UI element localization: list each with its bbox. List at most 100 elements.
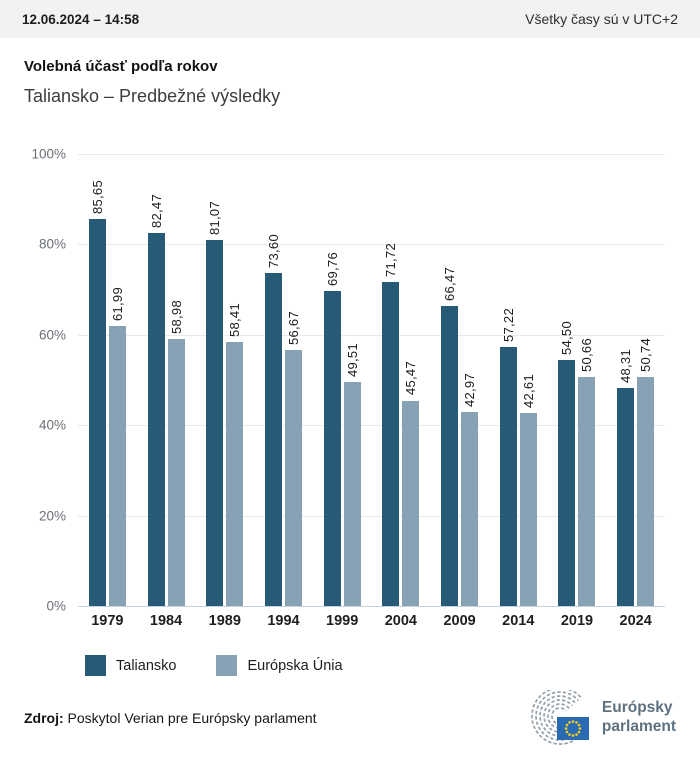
bar-col: 81,07 [206,200,224,606]
bar-value-label: 49,51 [344,343,360,378]
bar-group-1994: 73,60 56,67 [254,234,313,606]
legend-item: Európska Únia [216,655,343,676]
bar-value-label: 45,47 [403,361,419,396]
gridline [78,425,665,427]
bar-col: 58,98 [167,300,185,606]
timezone-note: Všetky časy sú v UTC+2 [525,11,678,27]
bar-taliansko-1979 [88,218,106,606]
y-axis-tick: 20% [38,508,66,524]
bar-group-2004: 71,72 45,47 [372,243,431,606]
bar-col: 69,76 [323,252,341,606]
footer: Zdroj: Poskytol Verian pre Európsky parl… [0,690,700,746]
bar-group-2024: 48,31 50,74 [606,338,665,606]
page-title: Volebná účasť podľa rokov [24,58,218,75]
chart: 100% 80% 60% 40% 20% 0% 85,65 61,99 82,47 58,98 81… [24,147,676,629]
bar-eur-pska-nia-2009 [461,411,479,606]
datetime-text: 12.06.2024 – 14:58 [22,11,140,27]
bar-group-2014: 57,22 42,61 [489,308,548,606]
bar-value-label: 58,98 [168,300,184,335]
bar-taliansko-2024 [617,387,635,606]
bar-col: 73,60 [264,234,282,606]
bar-col: 48,31 [617,348,635,606]
ep-hemicycle-icon [531,690,589,745]
x-axis-labels: 1979 1984 1989 1994 1999 2004 2009 2014 2019 2024 [78,613,665,629]
bar-eur-pska-nia-1979 [108,325,126,606]
main-content: Volebná účasť podľa rokov Taliansko – Pr… [0,58,700,676]
gridline [78,154,665,155]
bar-eur-pska-nia-1999 [343,382,361,606]
plot-area: 100% 80% 60% 40% 20% 0% 85,65 61,99 82,47 58,98 81… [31,147,665,614]
bar-value-label: 82,47 [148,194,164,229]
ep-wordmark-line1: Európsky [601,699,673,717]
legend-swatch [85,655,106,676]
bar-taliansko-1984 [147,233,165,606]
bar-col: 42,61 [519,374,537,606]
bar-eur-pska-nia-2004 [402,400,420,606]
source-text: Poskytol Verian pre Európsky parlament [63,710,317,726]
bar-value-label: 61,99 [109,286,125,321]
bar-col: 82,47 [147,194,165,606]
x-axis-label-1994: 1994 [267,613,300,629]
bar-col: 50,66 [578,338,596,606]
x-axis-label-2009: 2009 [443,613,476,629]
bar-col: 66,47 [441,267,459,606]
source-note: Zdroj: Poskytol Verian pre Európsky parl… [24,710,317,726]
legend-label: Taliansko [116,657,177,674]
gridline [78,515,665,517]
bar-value-label: 81,07 [207,200,223,235]
x-axis-label-2019: 2019 [560,613,594,629]
bar-taliansko-1989 [206,239,224,606]
legend: Taliansko Európska Únia [85,655,676,676]
source-label: Zdroj: [24,710,64,726]
legend-swatch [216,655,238,676]
bar-col: 54,50 [558,320,576,606]
bar-group-1989: 81,07 58,41 [195,201,254,606]
bar-value-label: 42,97 [462,372,478,407]
bar-group-1984: 82,47 58,98 [137,194,196,606]
bar-value-label: 85,65 [89,179,105,214]
bars-layer: 85,65 61,99 82,47 58,98 81,07 58,41 73,60 56,67… [78,154,665,606]
bar-value-label: 56,67 [285,310,301,345]
ep-wordmark: Európsky parlament [602,699,676,736]
y-axis-tick: 60% [38,327,66,343]
eu-flag-stars [564,720,582,737]
bar-taliansko-1999 [323,290,341,606]
bar-eur-pska-nia-2019 [578,377,596,606]
x-axis-label-2024: 2024 [619,613,652,629]
legend-item: Taliansko [85,655,176,676]
bar-eur-pska-nia-2014 [519,413,537,606]
bar-group-1999: 69,76 49,51 [313,252,372,606]
bar-eur-pska-nia-1984 [167,339,185,606]
bar-eur-pska-nia-2024 [637,376,655,606]
bar-value-label: 71,72 [383,242,399,277]
eu-flag [556,717,589,740]
x-axis-label-1979: 1979 [91,613,124,629]
bar-col: 42,97 [461,372,479,606]
bar-col: 85,65 [88,179,106,606]
bar-col: 57,22 [499,308,517,606]
bar-group-2019: 54,50 50,66 [548,321,607,606]
bar-col: 49,51 [343,343,361,606]
y-axis-tick: 80% [38,236,66,252]
bar-col: 45,47 [402,361,420,606]
bar-taliansko-1994 [264,273,282,606]
bar-group-2009: 66,47 42,97 [430,267,489,606]
bar-value-label: 57,22 [500,308,516,343]
bar-eur-pska-nia-1994 [284,349,302,606]
bar-value-label: 48,31 [618,348,634,383]
bar-taliansko-2019 [558,359,576,606]
page-subtitle: Taliansko – Predbežné výsledky [24,86,281,106]
x-axis-label-1999: 1999 [326,613,359,629]
bar-col: 61,99 [108,286,126,606]
ep-wordmark-line2: parlament [601,718,676,735]
bar-col: 71,72 [382,242,400,606]
bar-taliansko-2009 [441,305,459,606]
x-axis-label-2014: 2014 [502,613,535,629]
gridline [78,334,665,336]
bar-taliansko-2014 [499,347,517,606]
topbar: 12.06.2024 – 14:58 Všetky časy sú v UTC+… [0,0,700,38]
bar-col: 58,41 [226,303,244,606]
bar-eur-pska-nia-1989 [226,342,244,606]
bar-value-label: 54,50 [559,320,575,355]
